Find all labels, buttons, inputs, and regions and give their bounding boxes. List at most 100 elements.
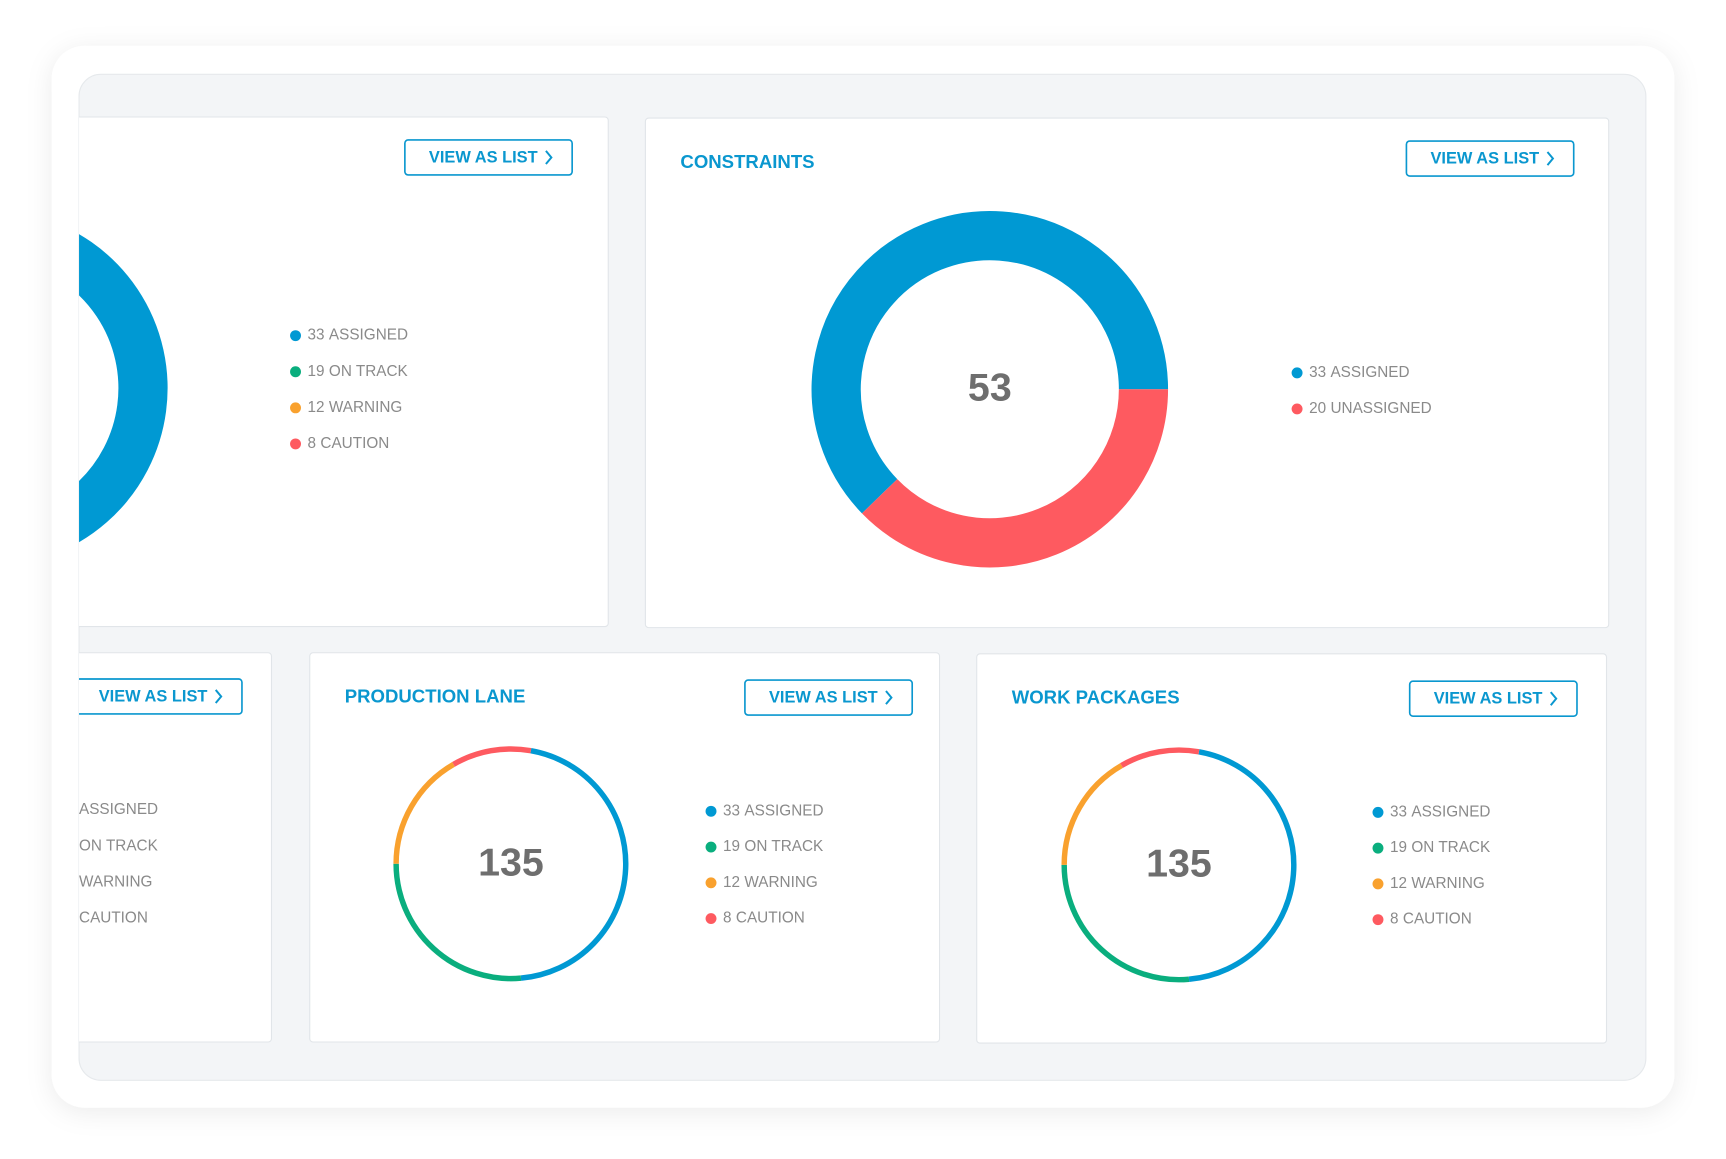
legend-entry: WARNING	[79, 873, 152, 890]
legend-value: 8	[1390, 911, 1399, 928]
legend-label: CAUTION	[1403, 911, 1472, 928]
legend-value: 19	[308, 363, 325, 380]
legend-entry: 19 ON TRACK	[723, 838, 824, 855]
legend-value: 33	[723, 802, 740, 819]
legend-entry: 12 WARNING	[1390, 875, 1485, 892]
legend-label: WARNING	[329, 399, 402, 416]
button-label: VIEW AS LIST	[1434, 690, 1543, 708]
donut-segment	[452, 746, 532, 767]
chevron-icon	[1549, 691, 1558, 706]
legend-entry: 33 ASSIGNED	[1390, 803, 1490, 820]
legend-dot	[705, 913, 717, 925]
legend-dot	[705, 841, 717, 853]
donut-total: 135	[1146, 841, 1212, 885]
panel-title: CONSTRAINTS	[680, 151, 814, 172]
panel: CONSTRAINTS VIEW AS LIST 53 33 ASSIGNED 20 UNA…	[644, 117, 1610, 629]
button-frame	[744, 679, 914, 716]
legend-dot	[1372, 806, 1384, 818]
legend-label: ASSIGNED	[1411, 803, 1490, 820]
legend-dot	[290, 402, 301, 414]
legend-label: CAUTION	[320, 435, 389, 452]
button-label: VIEW AS LIST	[429, 148, 538, 166]
view-as-list-button[interactable]: VIEW AS LIST	[744, 679, 914, 716]
button-frame	[1408, 680, 1578, 717]
legend-entry: 20 UNASSIGNED	[1309, 400, 1432, 417]
legend-value: 12	[723, 874, 740, 891]
panel-title: PRODUCTION LANE	[345, 685, 526, 706]
donut-segment	[1120, 747, 1200, 768]
legend-entry: 8 CAUTION	[308, 435, 390, 452]
donut-segment	[1061, 763, 1123, 865]
legend-entry: 19 ON TRACK	[1390, 839, 1491, 856]
legend-entry: CAUTION	[79, 909, 148, 926]
panel-card	[79, 652, 273, 1043]
button-label: VIEW AS LIST	[1430, 149, 1539, 167]
donut-segment	[1061, 864, 1190, 983]
legend-value: 12	[308, 399, 325, 416]
panel-card	[79, 116, 609, 628]
legend-dot	[290, 438, 301, 450]
view-as-list-button[interactable]: VIEW AS LIST	[1408, 680, 1578, 717]
legend-value: 33	[1309, 364, 1326, 381]
panel: VIEW AS LIST 33 ASSIGNED 19 ON TRACK 12 WARNIN…	[79, 116, 609, 628]
legend-entry: 12 WARNING	[308, 399, 403, 416]
legend-dot	[705, 877, 717, 889]
view-as-list-button[interactable]: VIEW AS LIST	[1405, 140, 1575, 177]
chevron-icon	[214, 689, 223, 704]
panel: PRODUCTION LANE VIEW AS LIST 135 33 ASSIGNED…	[309, 652, 941, 1043]
button-label: VIEW AS LIST	[769, 688, 878, 706]
legend-entry: 19 ON TRACK	[308, 363, 409, 380]
chevron-icon	[545, 150, 553, 165]
donut-total: 135	[478, 840, 544, 884]
legend-label: CAUTION	[736, 910, 805, 927]
panel: VIEW AS LIST ASSIGNED ON TRACK WARNING CAUTI…	[75, 652, 273, 1043]
donut-segment	[393, 761, 455, 864]
donut-segment	[811, 211, 1169, 514]
legend-entry: 33 ASSIGNED	[1309, 364, 1409, 381]
view-as-list-button[interactable]: VIEW AS LIST	[404, 139, 573, 176]
legend-dot	[1291, 403, 1303, 415]
legend-label: ON TRACK	[744, 838, 824, 855]
chevron-icon	[1546, 151, 1555, 166]
legend-label: ASSIGNED	[79, 801, 158, 818]
legend-label: ON TRACK	[1411, 839, 1491, 856]
legend-entry: ASSIGNED	[79, 801, 158, 818]
legend-dot	[1291, 367, 1303, 379]
legend-entry: 12 WARNING	[723, 874, 818, 891]
legend-entry: 33 ASSIGNED	[723, 802, 823, 819]
legend-dot	[1372, 842, 1384, 854]
button-frame	[79, 678, 243, 715]
button-frame	[404, 139, 573, 176]
legend-label: WARNING	[744, 874, 817, 891]
legend-dot	[1372, 914, 1384, 926]
button-label: VIEW AS LIST	[99, 687, 208, 705]
legend-value: 12	[1390, 875, 1407, 892]
legend-value: 33	[1390, 803, 1407, 820]
donut-segment	[79, 216, 168, 567]
donut-segment	[861, 388, 1169, 568]
legend-value: 33	[308, 327, 325, 344]
legend-value: 19	[723, 838, 740, 855]
legend-dot	[290, 366, 301, 378]
button-frame	[1405, 140, 1575, 177]
donut-segment	[393, 863, 522, 982]
legend-label: ON TRACK	[79, 837, 159, 854]
legend-entry: 8 CAUTION	[723, 910, 805, 927]
legend-dot	[705, 805, 717, 817]
legend-label: CAUTION	[79, 909, 148, 926]
view-as-list-button[interactable]: VIEW AS LIST	[75, 678, 243, 715]
panel: WORK PACKAGES VIEW AS LIST 135 33 ASSIGNED 19…	[976, 653, 1608, 1044]
legend-value: 19	[1390, 839, 1407, 856]
legend-entry: 8 CAUTION	[1390, 911, 1472, 928]
legend-value: 8	[723, 910, 732, 927]
legend-value: 20	[1309, 400, 1326, 417]
legend-label: WARNING	[1411, 875, 1484, 892]
legend-label: ASSIGNED	[329, 327, 408, 344]
legend-entry: 33 ASSIGNED	[308, 327, 408, 344]
legend-entry: ON TRACK	[79, 837, 159, 854]
legend-label: ASSIGNED	[744, 802, 823, 819]
legend-label: WARNING	[79, 873, 152, 890]
donut-segment	[520, 748, 629, 981]
